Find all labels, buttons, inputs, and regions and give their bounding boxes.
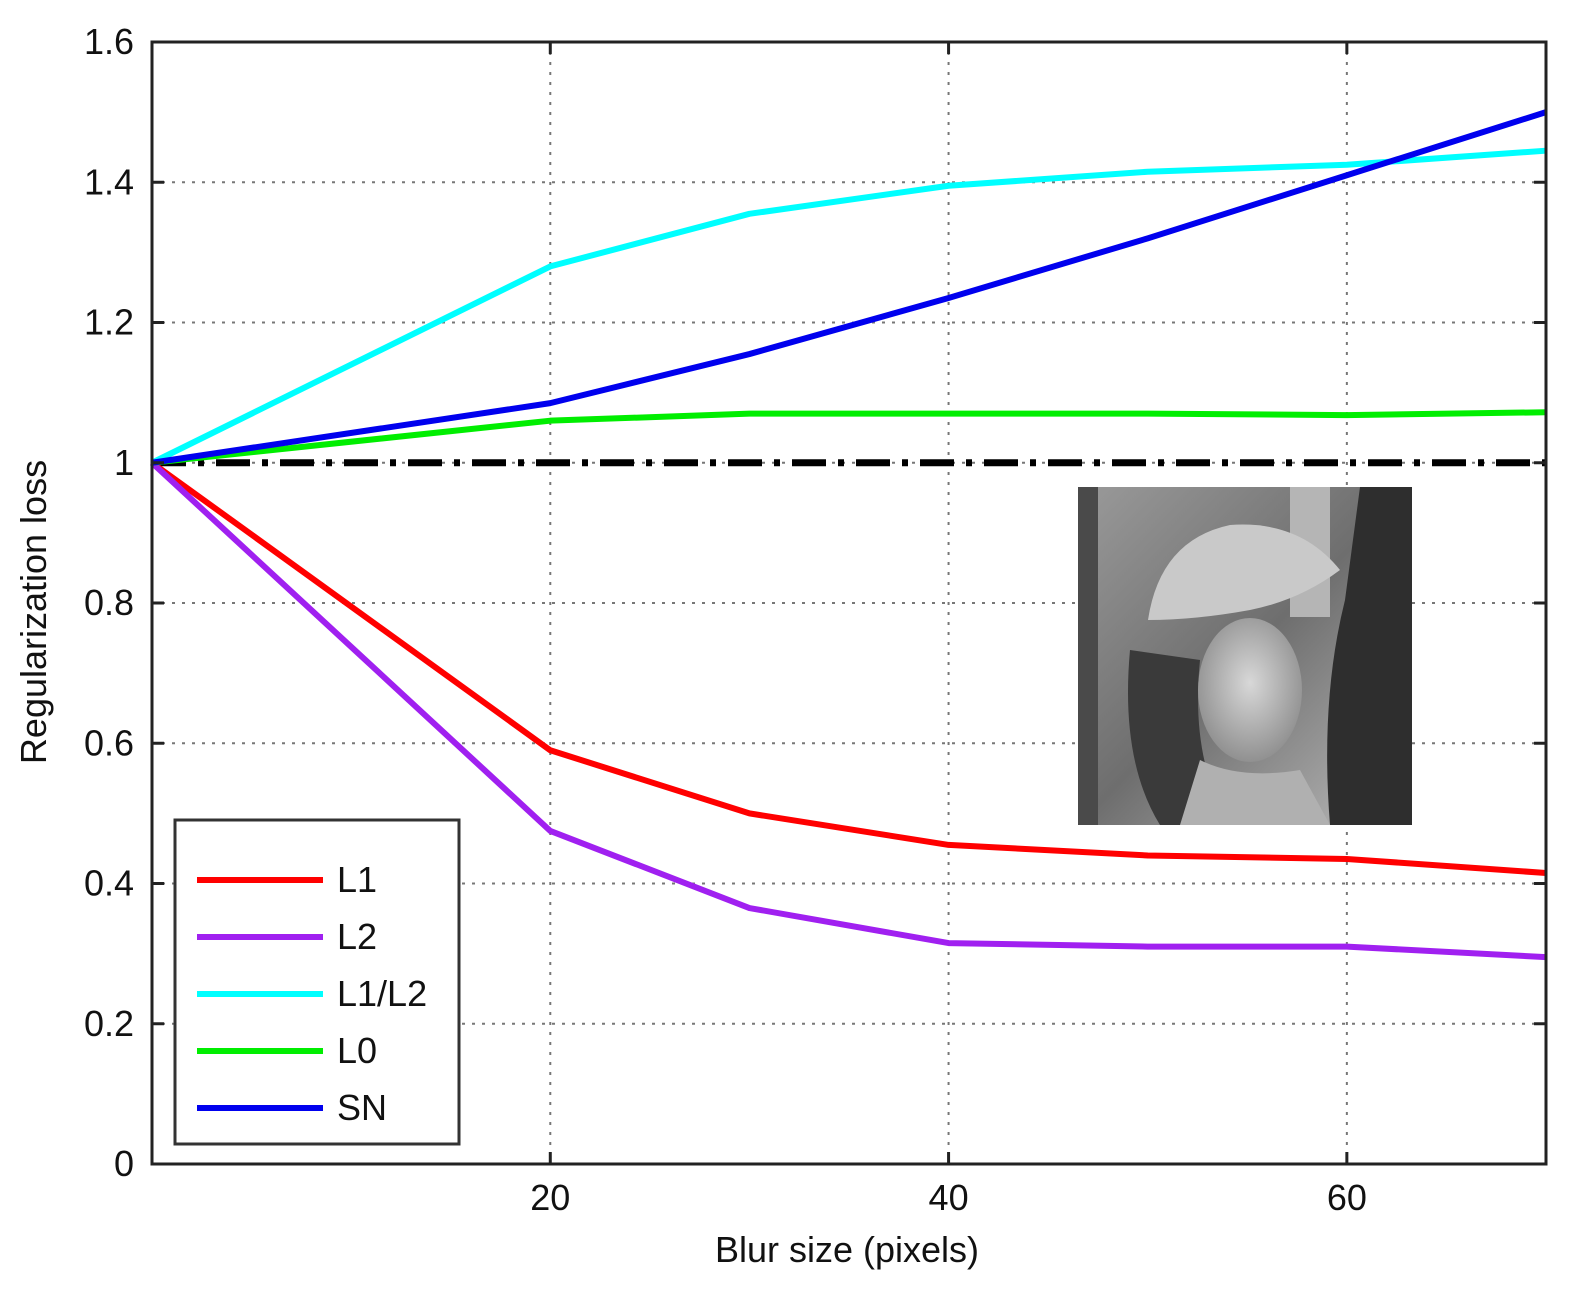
- y-tick-label: 0.8: [84, 582, 134, 623]
- x-axis-title: Blur size (pixels): [715, 1229, 979, 1270]
- series-line-l1: [150, 460, 1547, 876]
- y-tick-label: 1.2: [84, 302, 134, 343]
- inset-hat: [1148, 524, 1340, 620]
- inset-portrait-photo: [1078, 487, 1412, 825]
- series-line-l1-l2: [150, 147, 1547, 466]
- series-line-l2: [149, 460, 1547, 961]
- legend-label: L2: [337, 916, 377, 957]
- tick-labels: 0 0.2 0.4 0.6 0.8 1 1.2 1.4 1.6 20 40 60: [84, 21, 1367, 1218]
- y-tick-label: 1: [114, 442, 134, 483]
- y-tick-label: 0: [114, 1143, 134, 1184]
- legend-label: SN: [337, 1087, 387, 1128]
- series-line-sn: [151, 109, 1547, 466]
- x-tick-label: 20: [530, 1177, 570, 1218]
- legend-label: L1/L2: [337, 973, 427, 1014]
- y-tick-label: 0.6: [84, 722, 134, 763]
- legend: L1 L2 L1/L2 L0 SN: [173, 818, 461, 1146]
- legend-box: [173, 818, 461, 1146]
- inset-edge-shadow: [1078, 487, 1098, 825]
- legend-label: L1: [337, 859, 377, 900]
- legend-label: L0: [337, 1030, 377, 1071]
- y-tick-label: 1.6: [84, 21, 134, 62]
- y-tick-label: 1.4: [84, 161, 134, 202]
- inset-face: [1198, 618, 1302, 762]
- y-tick-label: 0.2: [84, 1003, 134, 1044]
- axes: [150, 40, 1548, 1166]
- y-axis-title: Regularization loss: [13, 460, 54, 764]
- series-line-l0: [151, 409, 1547, 466]
- x-tick-label: 60: [1327, 1177, 1367, 1218]
- inset-shoulder: [1180, 760, 1330, 825]
- series-layer: [149, 109, 1547, 961]
- inset-dark-edge: [1327, 487, 1412, 825]
- x-tick-label: 40: [929, 1177, 969, 1218]
- y-tick-label: 0.4: [84, 863, 134, 904]
